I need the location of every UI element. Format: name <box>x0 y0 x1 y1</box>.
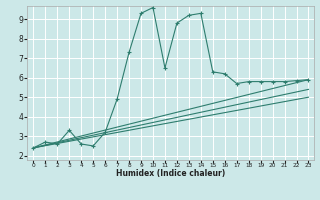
X-axis label: Humidex (Indice chaleur): Humidex (Indice chaleur) <box>116 169 226 178</box>
